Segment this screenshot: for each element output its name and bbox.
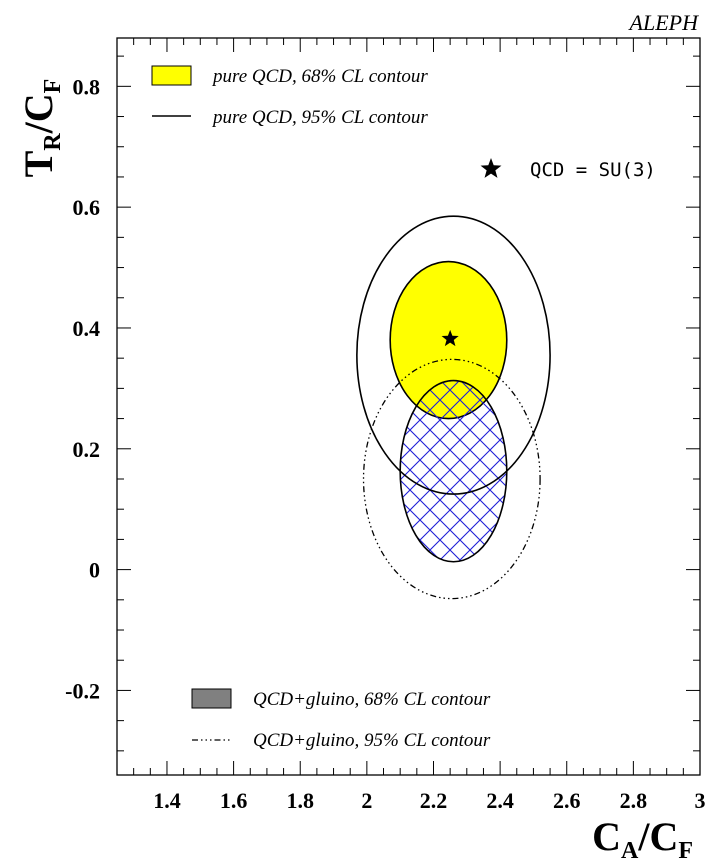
y-tick-label: -0.2	[65, 678, 100, 703]
legend-label-gluino-68: QCD+gluino, 68% CL contour	[253, 689, 491, 710]
x-tick-label: 1.6	[220, 788, 248, 813]
contour-pure-qcd-95	[356, 215, 551, 495]
x-tick-label: 1.8	[286, 788, 314, 813]
su3-star-icon	[441, 329, 459, 347]
y-tick-label: 0.2	[73, 437, 101, 462]
y-axis-ticks	[117, 55, 700, 752]
y-tick-label: 0.8	[73, 74, 101, 99]
experiment-label: ALEPH	[628, 10, 700, 35]
legend-swatch-gray	[191, 688, 232, 709]
legend-bottom: QCD+gluino, 68% CL contour QCD+gluino, 9…	[191, 688, 491, 751]
y-title-sub1: R	[40, 133, 66, 151]
x-title-main: C	[592, 814, 621, 859]
legend-label-pure-68: pure QCD, 68% CL contour	[211, 66, 428, 87]
y-tick-label: 0.4	[73, 316, 101, 341]
x-tick-label: 2	[361, 788, 372, 813]
su3-point-marker	[441, 329, 459, 347]
x-tick-label: 2.8	[620, 788, 648, 813]
x-title-sub2: F	[678, 838, 693, 864]
contour-gluino-95	[362, 358, 541, 600]
y-axis-title: TR/CF	[16, 79, 66, 178]
y-axis-tick-labels: -0.2 0 0.2 0.4 0.6 0.8	[65, 74, 100, 703]
legend-star: QCD = SU(3)	[480, 158, 656, 181]
x-tick-label: 1.4	[153, 788, 181, 813]
y-tick-label: 0	[89, 558, 100, 583]
y-title-sub2: F	[40, 79, 66, 94]
x-tick-label: 2.4	[486, 788, 514, 813]
x-axis-title: CA/CF	[592, 814, 693, 864]
legend-swatch-yellow	[151, 65, 192, 86]
y-title-main: T	[16, 150, 61, 177]
plot-frame	[116, 37, 701, 776]
y-tick-label: 0.6	[73, 195, 101, 220]
contours-layer	[356, 215, 551, 600]
legend-label-gluino-95: QCD+gluino, 95% CL contour	[253, 730, 491, 751]
marker-label: QCD = SU(3)	[530, 159, 656, 181]
legend-top: pure QCD, 68% CL contour pure QCD, 95% C…	[151, 65, 428, 128]
x-title-slash: /C	[637, 814, 678, 859]
x-tick-label: 3	[695, 788, 705, 813]
x-title-sub1: A	[621, 838, 639, 864]
contour-gluino-68	[399, 379, 508, 563]
svg-text:TR/CF: TR/CF	[16, 79, 66, 178]
x-axis-tick-labels: 1.4 1.6 1.8 2 2.2 2.4 2.6 2.8 3	[153, 788, 705, 813]
x-tick-label: 2.2	[420, 788, 448, 813]
x-axis-ticks	[116, 38, 701, 775]
legend-label-pure-95: pure QCD, 95% CL contour	[211, 107, 428, 128]
y-title-slash: /C	[16, 93, 61, 134]
star-icon	[480, 158, 502, 178]
x-tick-label: 2.6	[553, 788, 581, 813]
